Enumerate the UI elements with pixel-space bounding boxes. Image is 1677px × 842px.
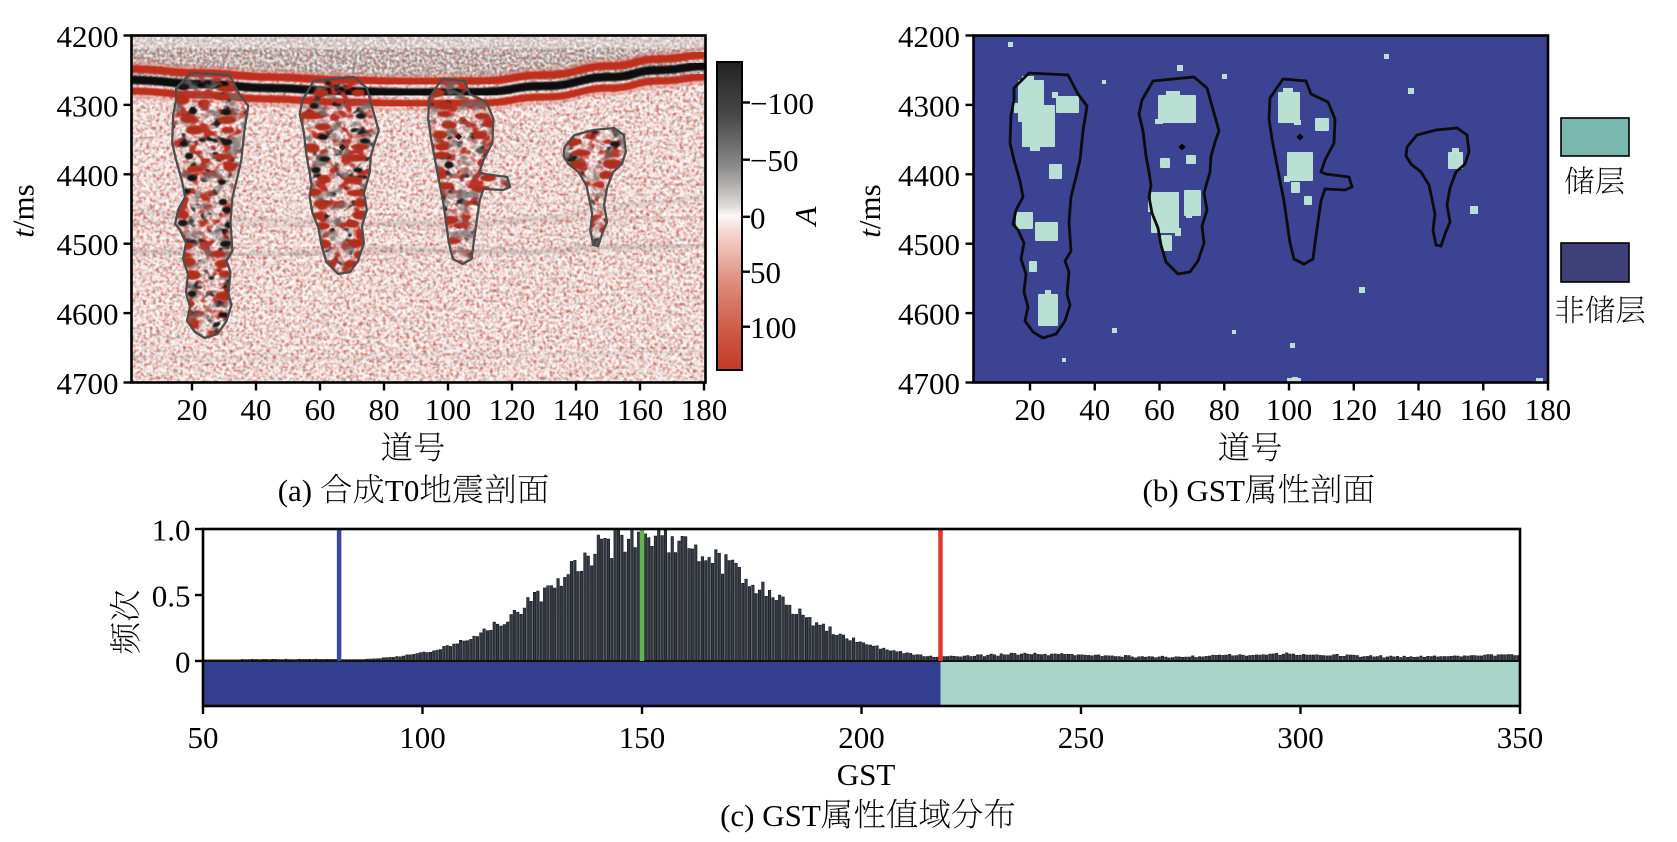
svg-text:4700: 4700 bbox=[57, 366, 119, 401]
svg-text:−50: −50 bbox=[750, 143, 798, 178]
svg-text:(a): (a) bbox=[278, 473, 312, 508]
svg-text:100: 100 bbox=[750, 310, 797, 345]
svg-text:50: 50 bbox=[750, 255, 781, 290]
svg-text:40: 40 bbox=[1079, 392, 1110, 427]
svg-text:4400: 4400 bbox=[57, 158, 119, 193]
svg-text:A: A bbox=[788, 205, 823, 227]
svg-text:150: 150 bbox=[619, 720, 666, 755]
svg-text:t/ms: t/ms bbox=[852, 184, 887, 237]
svg-text:4400: 4400 bbox=[898, 158, 960, 193]
svg-text:180: 180 bbox=[1525, 392, 1572, 427]
svg-text:120: 120 bbox=[1331, 392, 1378, 427]
svg-text:180: 180 bbox=[681, 392, 728, 427]
svg-text:250: 250 bbox=[1058, 720, 1105, 755]
svg-text:4700: 4700 bbox=[898, 366, 960, 401]
svg-text:350: 350 bbox=[1497, 720, 1544, 755]
svg-text:1.0: 1.0 bbox=[152, 513, 191, 548]
svg-text:100: 100 bbox=[425, 392, 472, 427]
svg-text:0: 0 bbox=[175, 645, 191, 680]
svg-text:0.5: 0.5 bbox=[152, 579, 191, 614]
svg-text:4200: 4200 bbox=[57, 19, 119, 54]
svg-text:4600: 4600 bbox=[898, 297, 960, 332]
svg-text:4200: 4200 bbox=[898, 19, 960, 54]
svg-text:80: 80 bbox=[1209, 392, 1240, 427]
svg-text:4600: 4600 bbox=[57, 297, 119, 332]
svg-text:0: 0 bbox=[750, 200, 766, 235]
svg-text:60: 60 bbox=[305, 392, 336, 427]
svg-text:4500: 4500 bbox=[898, 227, 960, 262]
svg-text:160: 160 bbox=[617, 392, 664, 427]
svg-text:50: 50 bbox=[188, 720, 219, 755]
svg-text:(b) GST: (b) GST bbox=[1143, 473, 1246, 508]
svg-text:80: 80 bbox=[369, 392, 400, 427]
svg-text:40: 40 bbox=[241, 392, 272, 427]
svg-text:4300: 4300 bbox=[57, 88, 119, 123]
svg-text:300: 300 bbox=[1277, 720, 1324, 755]
svg-text:120: 120 bbox=[489, 392, 536, 427]
svg-text:140: 140 bbox=[1395, 392, 1442, 427]
svg-text:100: 100 bbox=[1266, 392, 1313, 427]
svg-text:60: 60 bbox=[1144, 392, 1175, 427]
svg-text:200: 200 bbox=[838, 720, 885, 755]
svg-text:140: 140 bbox=[553, 392, 600, 427]
svg-text:100: 100 bbox=[399, 720, 446, 755]
svg-text:(c) GST: (c) GST bbox=[720, 798, 821, 833]
svg-text:160: 160 bbox=[1460, 392, 1507, 427]
svg-text:20: 20 bbox=[1015, 392, 1046, 427]
svg-text:GST: GST bbox=[837, 757, 896, 792]
svg-text:−100: −100 bbox=[750, 86, 814, 121]
svg-text:T0: T0 bbox=[385, 473, 419, 508]
svg-text:20: 20 bbox=[177, 392, 208, 427]
svg-text:4500: 4500 bbox=[57, 227, 119, 262]
svg-text:t/ms: t/ms bbox=[6, 184, 41, 237]
svg-text:4300: 4300 bbox=[898, 88, 960, 123]
